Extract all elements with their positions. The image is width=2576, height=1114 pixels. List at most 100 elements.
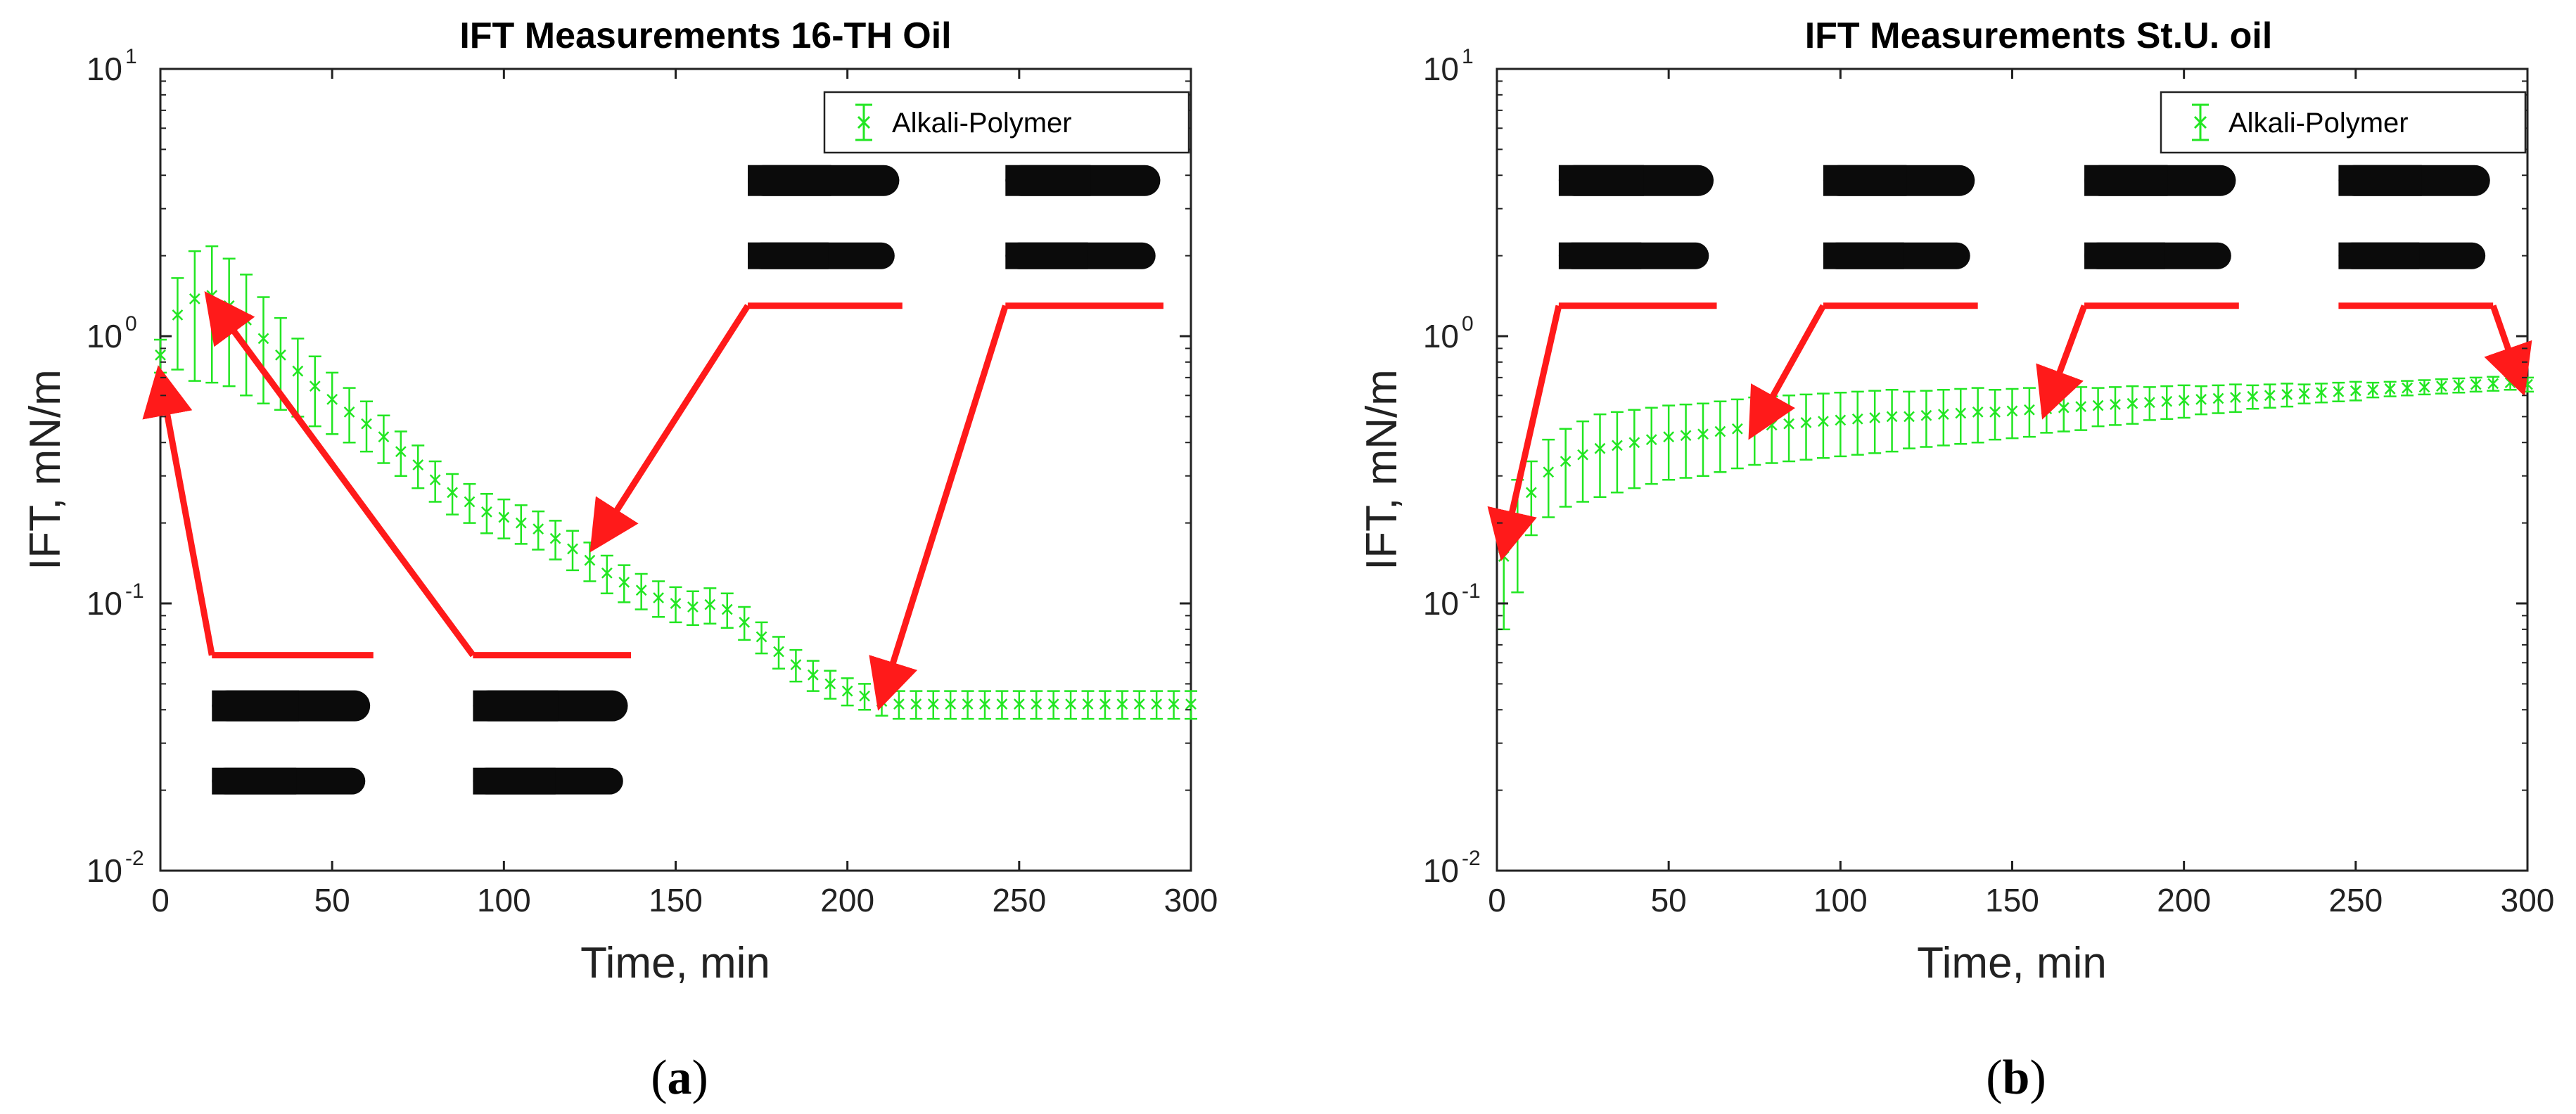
- y-tick-label: 10: [1423, 318, 1459, 354]
- y-tick-label: 10: [87, 51, 122, 87]
- data-point: [738, 606, 751, 641]
- annotation-arrow: [869, 305, 1009, 711]
- data-point: [1697, 402, 1709, 477]
- droplet-needle: [473, 690, 559, 722]
- data-point: [2435, 378, 2448, 395]
- data-point: [1116, 690, 1129, 720]
- data-point: [308, 355, 321, 428]
- data-point: [2246, 384, 2259, 410]
- panel-label-a: (a): [651, 1051, 708, 1105]
- data-point: [1081, 690, 1095, 720]
- droplet-annotations: [142, 165, 1163, 795]
- data-point: [1628, 409, 1641, 489]
- data-point: [2418, 379, 2431, 396]
- droplet-needle: [1005, 165, 1091, 196]
- data-point: [2229, 383, 2242, 414]
- data-point: [1920, 390, 1933, 448]
- data-point: [1834, 391, 1847, 458]
- data-point: [377, 414, 390, 464]
- data-point: [2315, 383, 2328, 404]
- data-point: [1851, 390, 1864, 456]
- data-point: [2332, 381, 2345, 403]
- plot-area: [142, 68, 1197, 872]
- droplet-annotation: [589, 165, 903, 553]
- y-tick-exponent: 1: [1462, 45, 1474, 68]
- data-point: [566, 530, 579, 572]
- droplet-annotation: [204, 290, 632, 795]
- x-tick-label: 0: [151, 882, 170, 918]
- legend: Alkali-Polymer: [823, 91, 1190, 154]
- annotation-arrow: [204, 290, 476, 658]
- data-point: [1576, 420, 1590, 503]
- data-point: [412, 444, 425, 489]
- x-tick-label: 200: [820, 882, 874, 918]
- data-point: [583, 542, 597, 582]
- legend-label: Alkali-Polymer: [2229, 108, 2409, 139]
- data-point: [1868, 390, 1882, 454]
- data-point: [2212, 384, 2225, 414]
- y-tick-label: 10: [87, 585, 122, 622]
- data-point: [1662, 404, 1676, 481]
- y-tick-exponent: 0: [125, 312, 137, 335]
- y-tick-exponent: -1: [125, 580, 144, 603]
- data-point: [2263, 383, 2276, 409]
- droplet-needle: [1823, 242, 1904, 269]
- data-point: [463, 482, 476, 524]
- data-point: [1150, 690, 1163, 720]
- droplet-annotation: [142, 365, 374, 795]
- data-point: [1064, 690, 1078, 720]
- data-point: [618, 564, 631, 603]
- data-point: [428, 460, 442, 503]
- x-tick-label: 50: [314, 882, 350, 918]
- x-axis: 0 50 100 150 200 250 300: [1488, 69, 2554, 918]
- x-tick-label: 250: [992, 882, 1046, 918]
- data-point: [1885, 389, 1899, 453]
- data-point: [1679, 403, 1692, 479]
- data-point: [326, 371, 339, 435]
- data-point: [2109, 386, 2122, 426]
- data-point: [1954, 388, 1968, 445]
- droplet-annotation: [1487, 165, 1717, 561]
- data-point: [995, 690, 1009, 720]
- droplet-needle: [2084, 165, 2168, 196]
- data-point: [978, 690, 991, 720]
- droplet-needle: [1558, 242, 1642, 269]
- data-point: [2297, 383, 2311, 404]
- legend-marker: [2192, 103, 2209, 141]
- data-point: [1799, 393, 1813, 461]
- annotation-arrow: [2484, 305, 2532, 397]
- data-point: [789, 648, 803, 683]
- x-tick-label: 250: [2328, 882, 2383, 918]
- data-point: [2281, 383, 2294, 408]
- annotation-arrow: [1748, 304, 1826, 440]
- data-point: [446, 473, 459, 516]
- data-point: [2452, 377, 2466, 394]
- droplet-annotation: [2036, 165, 2239, 420]
- data-point: [944, 690, 957, 720]
- droplet-needle: [212, 690, 299, 722]
- data-point: [635, 572, 648, 610]
- droplet-needle: [212, 767, 297, 795]
- data-point: [1542, 438, 1555, 518]
- y-tick-label: 10: [1423, 585, 1459, 622]
- y-tick-exponent: 1: [125, 45, 137, 68]
- x-tick-label: 150: [1985, 882, 2039, 918]
- data-point: [1167, 690, 1180, 720]
- data-point: [360, 400, 373, 453]
- data-point: [2366, 381, 2380, 399]
- data-point: [2143, 386, 2156, 421]
- droplet-needle: [748, 242, 829, 269]
- data-point: [2091, 387, 2105, 428]
- y-tick-exponent: -2: [125, 847, 144, 870]
- data-point: [2160, 385, 2174, 420]
- data-point: [1645, 406, 1658, 485]
- droplet-annotations: [1487, 165, 2532, 561]
- annotation-arrow: [589, 304, 751, 553]
- data-point: [806, 660, 820, 692]
- data-point: [1559, 428, 1572, 508]
- chart-title: IFT Measurements 16-TH Oil: [459, 15, 951, 56]
- data-point: [1030, 690, 1043, 720]
